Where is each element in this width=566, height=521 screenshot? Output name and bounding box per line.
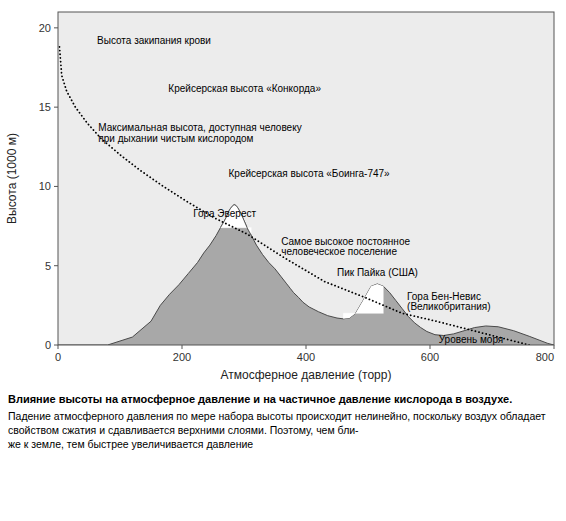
plot-frame (58, 12, 554, 345)
annotation: Уровень моря (439, 334, 504, 345)
y-tick (54, 265, 58, 266)
y-tick (54, 27, 58, 28)
x-tick-label: 800 (536, 351, 554, 363)
x-tick (430, 345, 431, 349)
caption-text: Падение атмосферного давления по мере на… (8, 410, 546, 436)
plot-marks (58, 44, 554, 345)
annotation: (Великобритания) (407, 301, 490, 312)
chart: 0 200 400 600 800 0 5 10 15 20 Атмосферное давлени… (0, 0, 566, 521)
text-line: Падение атмосферного давления по мере на… (8, 410, 546, 422)
annotation: Гора Эверест (193, 208, 256, 219)
annotation: при дыхании чистым кислородом (98, 133, 253, 144)
x-tick-label: 0 (55, 351, 61, 363)
line (59, 44, 529, 345)
x-tick (306, 345, 307, 349)
annotation: Высота закипания крови (97, 35, 211, 46)
x-axis-label: Атмосферное давление (торр) (221, 368, 392, 382)
annotation: человеческое поселение (281, 246, 397, 257)
area (58, 205, 554, 345)
area-base (343, 313, 383, 314)
annotation: Крейсерская высота «Конкорда» (168, 83, 321, 94)
y-tick-label: 15 (39, 101, 51, 113)
annotation: Крейсерская высота «Боинга-747» (229, 168, 391, 179)
x-tick-label: 200 (173, 351, 191, 363)
x-tick-label: 600 (421, 351, 439, 363)
plot-area (58, 12, 554, 345)
x-tick (554, 345, 555, 349)
text-line: же к земле, тем быстрее увеличивается да… (8, 438, 253, 450)
annotation: Максимальная высота, доступная человеку (98, 122, 301, 133)
text-line: свойством сжатия и сдавливается верхними… (8, 424, 359, 436)
area-outline (58, 205, 554, 345)
y-tick-label: 20 (39, 22, 51, 34)
y-tick (54, 345, 58, 346)
annotation: Пик Пайка (США) (337, 267, 418, 278)
x-tick (58, 345, 59, 349)
x-tick (182, 345, 183, 349)
x-tick-label: 400 (297, 351, 315, 363)
y-tick-label: 5 (45, 260, 51, 272)
y-tick-label: 10 (39, 180, 51, 192)
y-tick (54, 107, 58, 108)
y-tick (54, 186, 58, 187)
caption-text: же к земле, тем быстрее увеличивается да… (8, 438, 253, 450)
text-line: Влияние высоты на атмосферное давление и… (8, 393, 512, 405)
area (343, 284, 383, 319)
y-axis-label: Высота (1000 м) (5, 133, 19, 224)
y-tick-label: 0 (45, 339, 51, 351)
caption-title: Влияние высоты на атмосферное давление и… (8, 393, 512, 405)
